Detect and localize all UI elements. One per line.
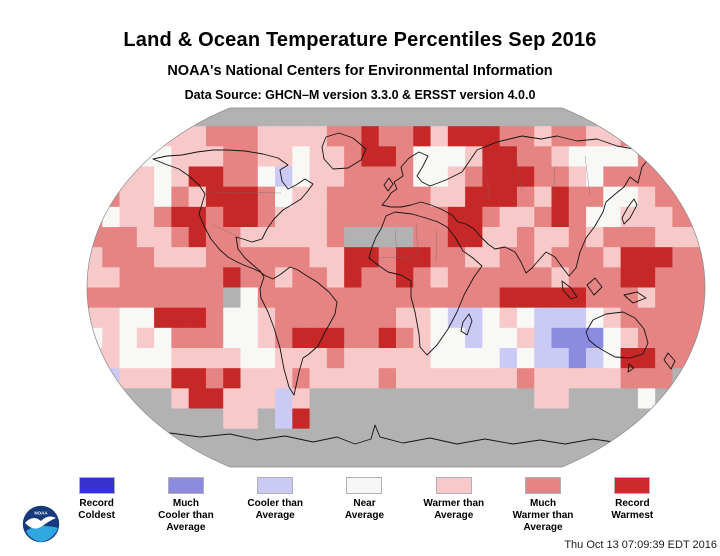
figure-header: Land & Ocean Temperature Percentiles Sep… [0, 29, 720, 102]
generation-timestamp: Thu Oct 13 07:09:39 EDT 2016 [564, 539, 717, 551]
legend-swatch-record-coldest [78, 477, 115, 494]
coast-greenland [321, 132, 367, 170]
figure-subtitle: NOAA's National Centers for Environmenta… [167, 63, 553, 79]
legend-item-record-coldest: Record Coldest [52, 477, 141, 534]
legend-label: Record Warmest [611, 498, 654, 521]
legend-label: Warmer than Average [423, 498, 485, 521]
legend-item-much-cooler: Much Cooler than Average [141, 477, 230, 534]
coast-australia [585, 311, 649, 359]
coast-americas [152, 149, 338, 396]
legend-swatch-record-warmest [614, 477, 651, 494]
legend-swatch-near-average [346, 477, 383, 494]
legend: Record Coldest Much Cooler than Average … [52, 477, 677, 534]
coast-sumatra [561, 280, 578, 300]
legend-label: Much Warmer than Average [512, 498, 574, 533]
map-outline [86, 107, 706, 468]
world-map [86, 107, 706, 468]
noaa-logo-sky [26, 526, 58, 542]
legend-item-record-warmest: Record Warmest [588, 477, 677, 534]
coastlines [139, 132, 676, 445]
coast-uk [383, 177, 394, 192]
legend-label: Record Coldest [78, 498, 115, 521]
coast-madagascar [460, 313, 473, 336]
noaa-logo-seagull [25, 516, 56, 529]
percentile-grid-cells [87, 108, 705, 467]
legend-label: Near Average [344, 498, 385, 521]
legend-swatch-much-cooler [167, 477, 204, 494]
page-title: Land & Ocean Temperature Percentiles Sep… [123, 29, 597, 51]
legend-item-much-warmer: Much Warmer than Average [498, 477, 587, 534]
coast-borneo [586, 277, 603, 296]
legend-label: Cooler than Average [247, 498, 303, 521]
world-map-container [85, 106, 707, 469]
coast-new-zealand [663, 352, 676, 370]
coast-tasmania [627, 363, 635, 373]
coast-eurasia [381, 135, 651, 277]
legend-item-near-average: Near Average [320, 477, 409, 534]
coast-africa [368, 211, 483, 356]
legend-swatch-warmer [435, 477, 472, 494]
legend-swatch-much-warmer [525, 477, 562, 494]
coast-new-guinea [623, 291, 647, 304]
country-borders [204, 150, 591, 263]
legend-item-cooler: Cooler than Average [231, 477, 320, 534]
noaa-logo: NOAA [22, 505, 60, 543]
coast-japan [621, 198, 638, 225]
noaa-logo-text: NOAA [34, 511, 48, 516]
legend-item-warmer: Warmer than Average [409, 477, 498, 534]
legend-label: Much Cooler than Average [158, 498, 214, 533]
legend-swatch-cooler [257, 477, 294, 494]
coast-antarctica [139, 424, 646, 445]
data-source-line: Data Source: GHCN–M version 3.3.0 & ERSS… [184, 88, 536, 102]
